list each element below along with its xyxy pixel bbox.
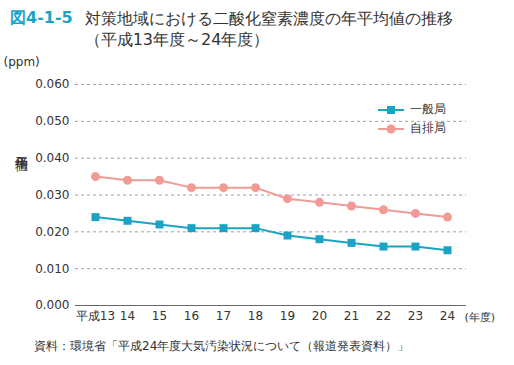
html-text:自排局: 自排局 — [410, 121, 446, 135]
svg-text:0.020: 0.020 — [35, 225, 69, 239]
svg-text:14: 14 — [120, 309, 135, 323]
svg-text:0.030: 0.030 — [35, 188, 69, 202]
svg-text:21: 21 — [344, 309, 359, 323]
svg-text:19: 19 — [280, 309, 295, 323]
html-text:図4-1-5: 図4-1-5 — [10, 8, 73, 27]
svg-text:0.050: 0.050 — [35, 114, 69, 128]
svg-text:(年度): (年度) — [465, 311, 496, 324]
svg-text:17: 17 — [216, 309, 231, 323]
svg-text:18: 18 — [248, 309, 263, 323]
svg-text:24: 24 — [440, 309, 455, 323]
svg-text:平成13: 平成13 — [76, 309, 115, 323]
svg-text:(ppm): (ppm) — [4, 55, 40, 69]
html-text:一般局: 一般局 — [410, 102, 446, 116]
svg-text:0.060: 0.060 — [35, 77, 69, 91]
svg-text:16: 16 — [184, 309, 199, 323]
svg-text:0.000: 0.000 — [35, 298, 69, 312]
svg-text:0.010: 0.010 — [35, 262, 69, 276]
svg-text:23: 23 — [408, 309, 423, 323]
html-text:年平均値: 年平均値 — [14, 146, 29, 150]
svg-text:15: 15 — [152, 309, 167, 323]
html-text:対策地域における二酸化窒素濃度の年平均値の推移（平成13年度: 対策地域における二酸化窒素濃度の年平均値の推移（平成13年度～24年度） — [84, 9, 453, 49]
svg-text:20: 20 — [312, 309, 327, 323]
html-text:資料：環境省「平成24年度大気汚染状況について（報道発表資料: 資料：環境省「平成24年度大気汚染状況について（報道発表資料）」 — [34, 339, 410, 353]
svg-text:22: 22 — [376, 309, 391, 323]
svg-text:0.040: 0.040 — [35, 151, 69, 165]
